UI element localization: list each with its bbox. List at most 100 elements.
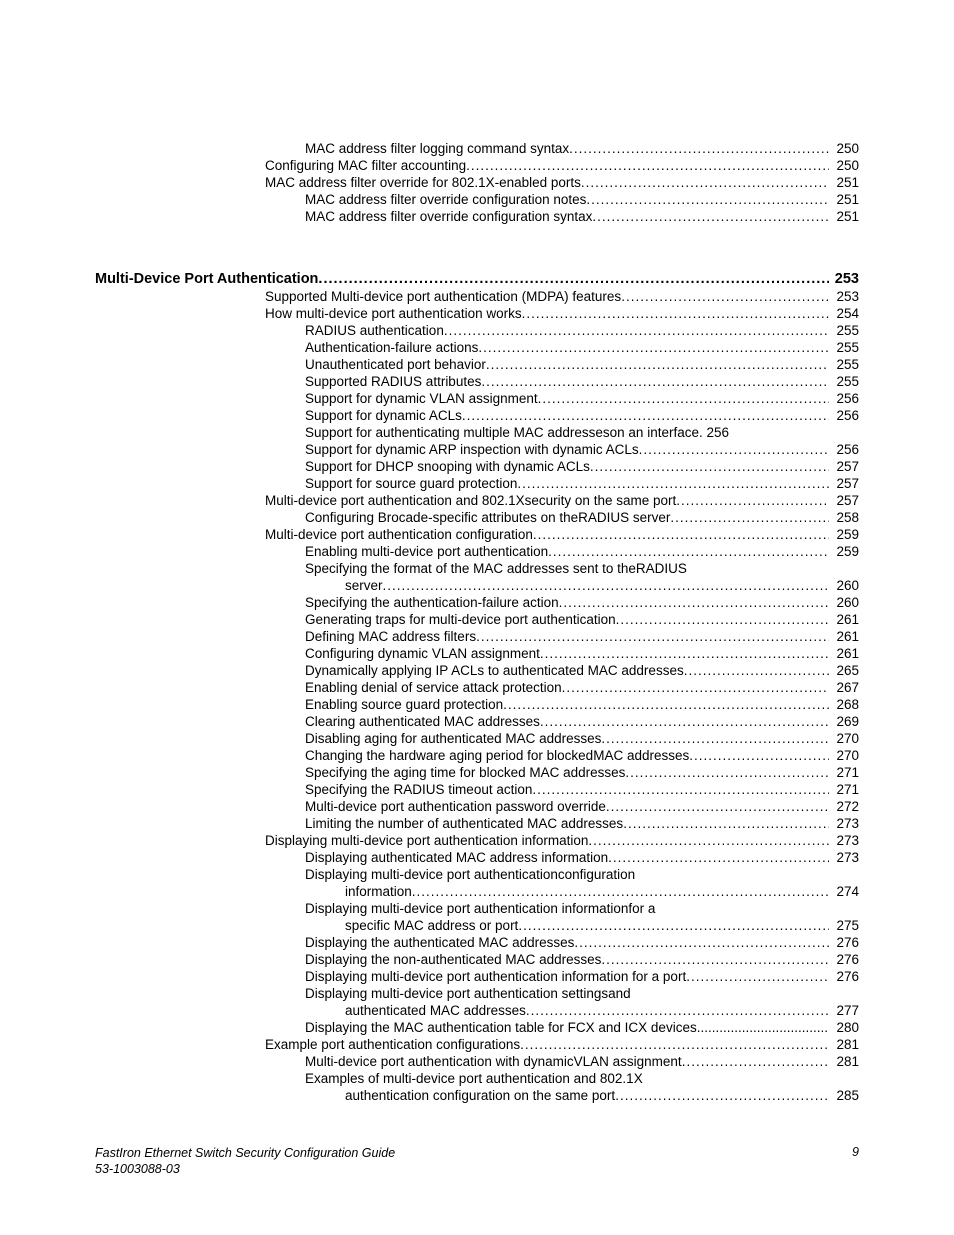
toc-entry-title: Generating traps for multi-device port a…: [305, 611, 616, 628]
toc-entry: Displaying the authenticated MAC address…: [95, 934, 859, 951]
toc-entry-dots: [526, 1002, 829, 1019]
toc-entry-title: Dynamically applying IP ACLs to authenti…: [305, 662, 684, 679]
toc-entry-page: 273: [829, 815, 859, 832]
toc-entry-title: Examples of multi-device port authentica…: [305, 1070, 859, 1087]
toc-entry-page: 268: [829, 696, 859, 713]
pre-section-block: MAC address filter logging command synta…: [95, 140, 859, 225]
toc-entry-title: Specifying the authentication-failure ac…: [305, 594, 559, 611]
toc-entry-dots: [532, 781, 829, 798]
toc-entry-cont-text: authenticated MAC addresses: [345, 1002, 526, 1019]
toc-entry-page: 257: [829, 492, 859, 509]
toc-entry-dots: [608, 849, 829, 866]
toc-entry-page: 250: [829, 140, 859, 157]
toc-entry-cont-text: server: [345, 577, 383, 594]
toc-entry-page: 255: [829, 322, 859, 339]
toc-entry: RADIUS authentication 255: [95, 322, 859, 339]
toc-entry-dots: [520, 1036, 829, 1053]
toc-entry-title: Unauthenticated port behavior: [305, 356, 486, 373]
toc-entry-title: Multi-device port authentication passwor…: [305, 798, 606, 815]
toc-entry-title: Clearing authenticated MAC addresses: [305, 713, 540, 730]
toc-entry: Configuring Brocade-specific attributes …: [95, 509, 859, 526]
toc-entry-title: MAC address filter override for 802.1X-e…: [265, 174, 581, 191]
toc-entry-dots: [684, 662, 829, 679]
toc-entry-dots: [574, 934, 829, 951]
toc-entry-dots: [481, 373, 829, 390]
toc-entry: Configuring MAC filter accounting250: [95, 157, 859, 174]
toc-entry-dots: [478, 339, 829, 356]
toc-entry: Specifying the aging time for blocked MA…: [95, 764, 859, 781]
toc-entry-wrapped: Specifying the format of the MAC address…: [95, 560, 859, 594]
toc-entry: Example port authentication configuratio…: [95, 1036, 859, 1053]
toc-entry: Support for dynamic ACLs 256: [95, 407, 859, 424]
toc-entry-title: Enabling source guard protection: [305, 696, 503, 713]
toc-entry-dots: [569, 140, 829, 157]
toc-entry-dots: [601, 951, 829, 968]
footer-left: FastIron Ethernet Switch Security Config…: [95, 1145, 395, 1177]
toc-entry-continuation: information274: [305, 883, 859, 900]
toc-entry-page: 256: [829, 441, 859, 458]
toc-entry: Unauthenticated port behavior255: [95, 356, 859, 373]
toc-entry: Support for DHCP snooping with dynamic A…: [95, 458, 859, 475]
toc-entry: Enabling multi-device port authenticatio…: [95, 543, 859, 560]
toc-entry: Displaying multi-device port authenticat…: [95, 832, 859, 849]
toc-entry-title: Configuring dynamic VLAN assignment: [305, 645, 540, 662]
toc-entry-title: Specifying the RADIUS timeout action: [305, 781, 532, 798]
toc-entry-page: 276: [829, 934, 859, 951]
toc-entry-page: 273: [829, 849, 859, 866]
toc-entry-page: 276: [829, 951, 859, 968]
toc-entry: Supported Multi-device port authenticati…: [95, 288, 859, 305]
toc-entry-page: 276: [829, 968, 859, 985]
toc-entry-dots: [559, 594, 829, 611]
section-entries: Supported Multi-device port authenticati…: [95, 288, 859, 1104]
toc-entry-title: Multi-device port authentication with dy…: [305, 1053, 682, 1070]
toc-entry: Enabling denial of service attack protec…: [95, 679, 859, 696]
toc-entry-page: 250: [829, 157, 859, 174]
toc-entry-dots: [689, 747, 829, 764]
toc-entry-page: 261: [829, 611, 859, 628]
toc-entry-title: Support for dynamic ACLs: [305, 407, 462, 424]
toc-entry-title: Defining MAC address filters: [305, 628, 476, 645]
toc-entry-dots: [533, 526, 829, 543]
toc-entry: MAC address filter logging command synta…: [95, 140, 859, 157]
toc-entry-dots: [486, 356, 829, 373]
toc-entry-page: 260: [829, 594, 859, 611]
toc-entry-title: Support for source guard protection: [305, 475, 517, 492]
toc-entry: Defining MAC address filters261: [95, 628, 859, 645]
toc-entry-dots: [670, 509, 829, 526]
toc-entry-page: 270: [829, 730, 859, 747]
toc-entry-page: 255: [829, 373, 859, 390]
toc-entry-continuation: server260: [305, 577, 859, 594]
toc-entry: Displaying multi-device port authenticat…: [95, 968, 859, 985]
toc-entry-title: Authentication-failure actions: [305, 339, 478, 356]
toc-entry-title: RADIUS authentication: [305, 322, 444, 339]
toc-entry-page: 254: [829, 305, 859, 322]
toc-entry-dots: [444, 322, 829, 339]
toc-entry-page: 281: [829, 1036, 859, 1053]
toc-entry-title: Support for authenticating multiple MAC …: [305, 424, 729, 441]
toc-entry: Authentication-failure actions255: [95, 339, 859, 356]
toc-entry: Displaying the MAC authentication table …: [95, 1019, 859, 1036]
toc-entry-dots: [412, 883, 829, 900]
footer-title: FastIron Ethernet Switch Security Config…: [95, 1145, 395, 1161]
toc-entry-title: Displaying multi-device port authenticat…: [305, 985, 859, 1002]
toc-entry: Changing the hardware aging period for b…: [95, 747, 859, 764]
toc-entry-title: Multi-device port authentication and 802…: [265, 492, 676, 509]
toc-entry: Displaying authenticated MAC address inf…: [95, 849, 859, 866]
toc-entry-dots: [639, 441, 829, 458]
toc-entry: Multi-device port authentication configu…: [95, 526, 859, 543]
toc-entry: Support for authenticating multiple MAC …: [95, 424, 859, 441]
toc-entry-title: Enabling denial of service attack protec…: [305, 679, 562, 696]
toc-entry-dots: [621, 288, 829, 305]
toc-entry-page: 285: [829, 1087, 859, 1104]
section-title: Multi-Device Port Authentication: [95, 271, 318, 288]
toc-entry-dots: [697, 1019, 829, 1036]
toc-entry-dots: [383, 577, 829, 594]
toc-entry-dots: [590, 458, 829, 475]
toc-entry-page: 258: [829, 509, 859, 526]
toc-entry-page: 267: [829, 679, 859, 696]
toc-entry-page: 251: [829, 191, 859, 208]
toc-entry-page: 269: [829, 713, 859, 730]
toc-entry-page: 272: [829, 798, 859, 815]
toc-entry: Support for dynamic VLAN assignment 256: [95, 390, 859, 407]
footer-pagenum: 9: [852, 1145, 859, 1177]
